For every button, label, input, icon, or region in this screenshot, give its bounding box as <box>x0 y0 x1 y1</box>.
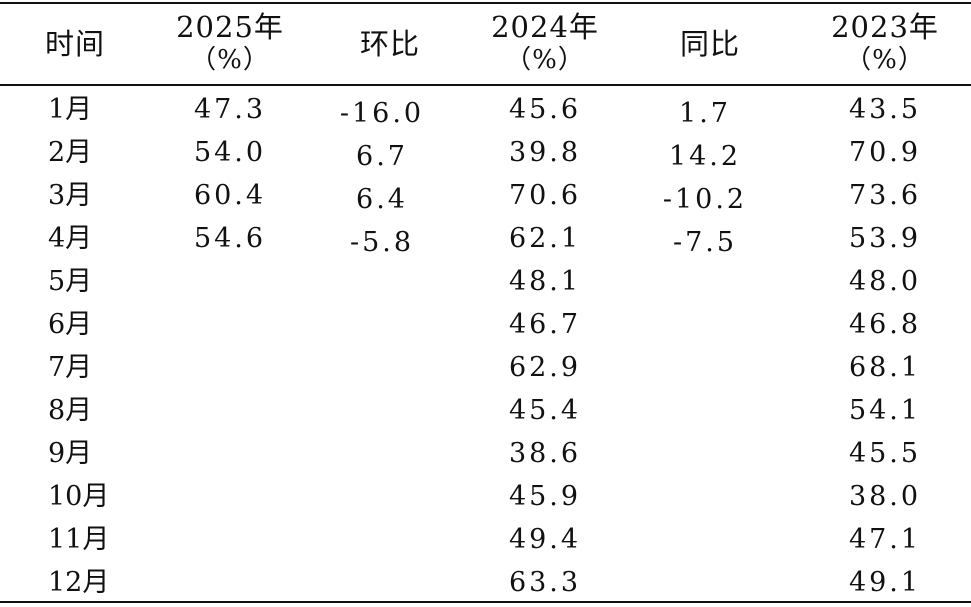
cell-mom: -16.0 <box>339 98 425 129</box>
cell-2023: 48.0 <box>848 266 922 297</box>
header-mom: 环比 <box>320 4 460 84</box>
cell-2024: 45.9 <box>508 481 582 512</box>
cell-2024: 63.3 <box>508 567 582 598</box>
cell-yoy <box>635 395 775 435</box>
cell-mom <box>312 352 452 392</box>
cell-mom <box>312 481 452 521</box>
cell-month: 12月 <box>48 567 110 598</box>
cell-mom <box>312 395 452 435</box>
cell-2025 <box>160 434 300 474</box>
cell-mom <box>312 567 452 607</box>
cell-month: 11月 <box>48 524 110 555</box>
cell-2023: 54.1 <box>848 395 922 426</box>
header-2025: 2025年 （%） <box>160 4 300 84</box>
cell-yoy: 1.7 <box>679 98 731 129</box>
cell-yoy <box>635 266 775 306</box>
cell-2025 <box>160 262 300 302</box>
cell-month: 10月 <box>48 481 110 512</box>
header-2024-unit: （%） <box>505 45 585 75</box>
cell-2023: 45.5 <box>848 438 922 469</box>
cell-2024: 48.1 <box>508 266 582 297</box>
cell-2023: 70.9 <box>848 137 922 168</box>
cell-2023: 68.1 <box>848 352 922 383</box>
cell-yoy: -10.2 <box>662 184 748 215</box>
header-2023: 2023年 （%） <box>815 4 955 84</box>
cell-2024: 70.6 <box>508 180 582 211</box>
cell-yoy <box>635 481 775 521</box>
cell-2025 <box>160 348 300 388</box>
cell-mom <box>312 524 452 564</box>
cell-mom: 6.7 <box>356 141 408 172</box>
cell-mom: 6.4 <box>356 184 408 215</box>
header-2023-label: 2023年 <box>831 10 939 44</box>
cell-2025 <box>160 391 300 431</box>
cell-2023: 73.6 <box>848 180 922 211</box>
cell-month: 8月 <box>48 395 93 426</box>
cell-month: 4月 <box>48 223 93 254</box>
cell-yoy <box>635 438 775 478</box>
cell-yoy <box>635 309 775 349</box>
header-2025-unit: （%） <box>190 45 270 75</box>
header-time: 时间 <box>20 4 130 84</box>
cell-2025: 54.0 <box>193 137 267 168</box>
header-2025-label: 2025年 <box>176 10 284 44</box>
cell-mom <box>312 266 452 306</box>
cell-month: 7月 <box>48 352 93 383</box>
header-2024: 2024年 （%） <box>475 4 615 84</box>
cell-2025 <box>160 305 300 345</box>
cell-2023: 47.1 <box>848 524 922 555</box>
cell-2024: 45.6 <box>508 94 582 125</box>
cell-mom: -5.8 <box>349 227 415 258</box>
cell-month: 5月 <box>48 266 93 297</box>
cell-mom <box>312 438 452 478</box>
header-yoy: 同比 <box>640 4 780 84</box>
cell-2024: 62.1 <box>508 223 582 254</box>
cell-2023: 38.0 <box>848 481 922 512</box>
cell-2023: 53.9 <box>848 223 922 254</box>
header-2024-label: 2024年 <box>491 10 599 44</box>
cell-yoy: 14.2 <box>668 141 742 172</box>
cell-month: 3月 <box>48 180 93 211</box>
cell-2025: 47.3 <box>193 94 267 125</box>
cell-2025: 54.6 <box>193 223 267 254</box>
cell-yoy <box>635 567 775 607</box>
cell-2024: 49.4 <box>508 524 582 555</box>
header-time-label: 时间 <box>44 27 105 61</box>
cell-2023: 46.8 <box>848 309 922 340</box>
cell-2023: 49.1 <box>848 567 922 598</box>
cell-2025 <box>160 563 300 603</box>
cell-2024: 45.4 <box>508 395 582 426</box>
header-yoy-label: 同比 <box>679 27 740 61</box>
table-top-rule <box>0 2 971 4</box>
cell-yoy <box>635 524 775 564</box>
header-2023-unit: （%） <box>845 45 925 75</box>
table-header-rule <box>0 84 971 86</box>
cell-mom <box>312 309 452 349</box>
cell-2025 <box>160 477 300 517</box>
cell-month: 9月 <box>48 438 93 469</box>
header-mom-label: 环比 <box>359 27 420 61</box>
cell-2025 <box>160 520 300 560</box>
cell-yoy: -7.5 <box>672 227 738 258</box>
cell-2024: 38.6 <box>508 438 582 469</box>
cell-2024: 62.9 <box>508 352 582 383</box>
cell-2024: 39.8 <box>508 137 582 168</box>
table-bottom-rule <box>0 601 971 603</box>
cell-2023: 43.5 <box>848 94 922 125</box>
cell-month: 6月 <box>48 309 93 340</box>
cell-month: 1月 <box>48 94 93 125</box>
cell-2025: 60.4 <box>193 180 267 211</box>
cell-month: 2月 <box>48 137 93 168</box>
cell-2024: 46.7 <box>508 309 582 340</box>
cell-yoy <box>635 352 775 392</box>
